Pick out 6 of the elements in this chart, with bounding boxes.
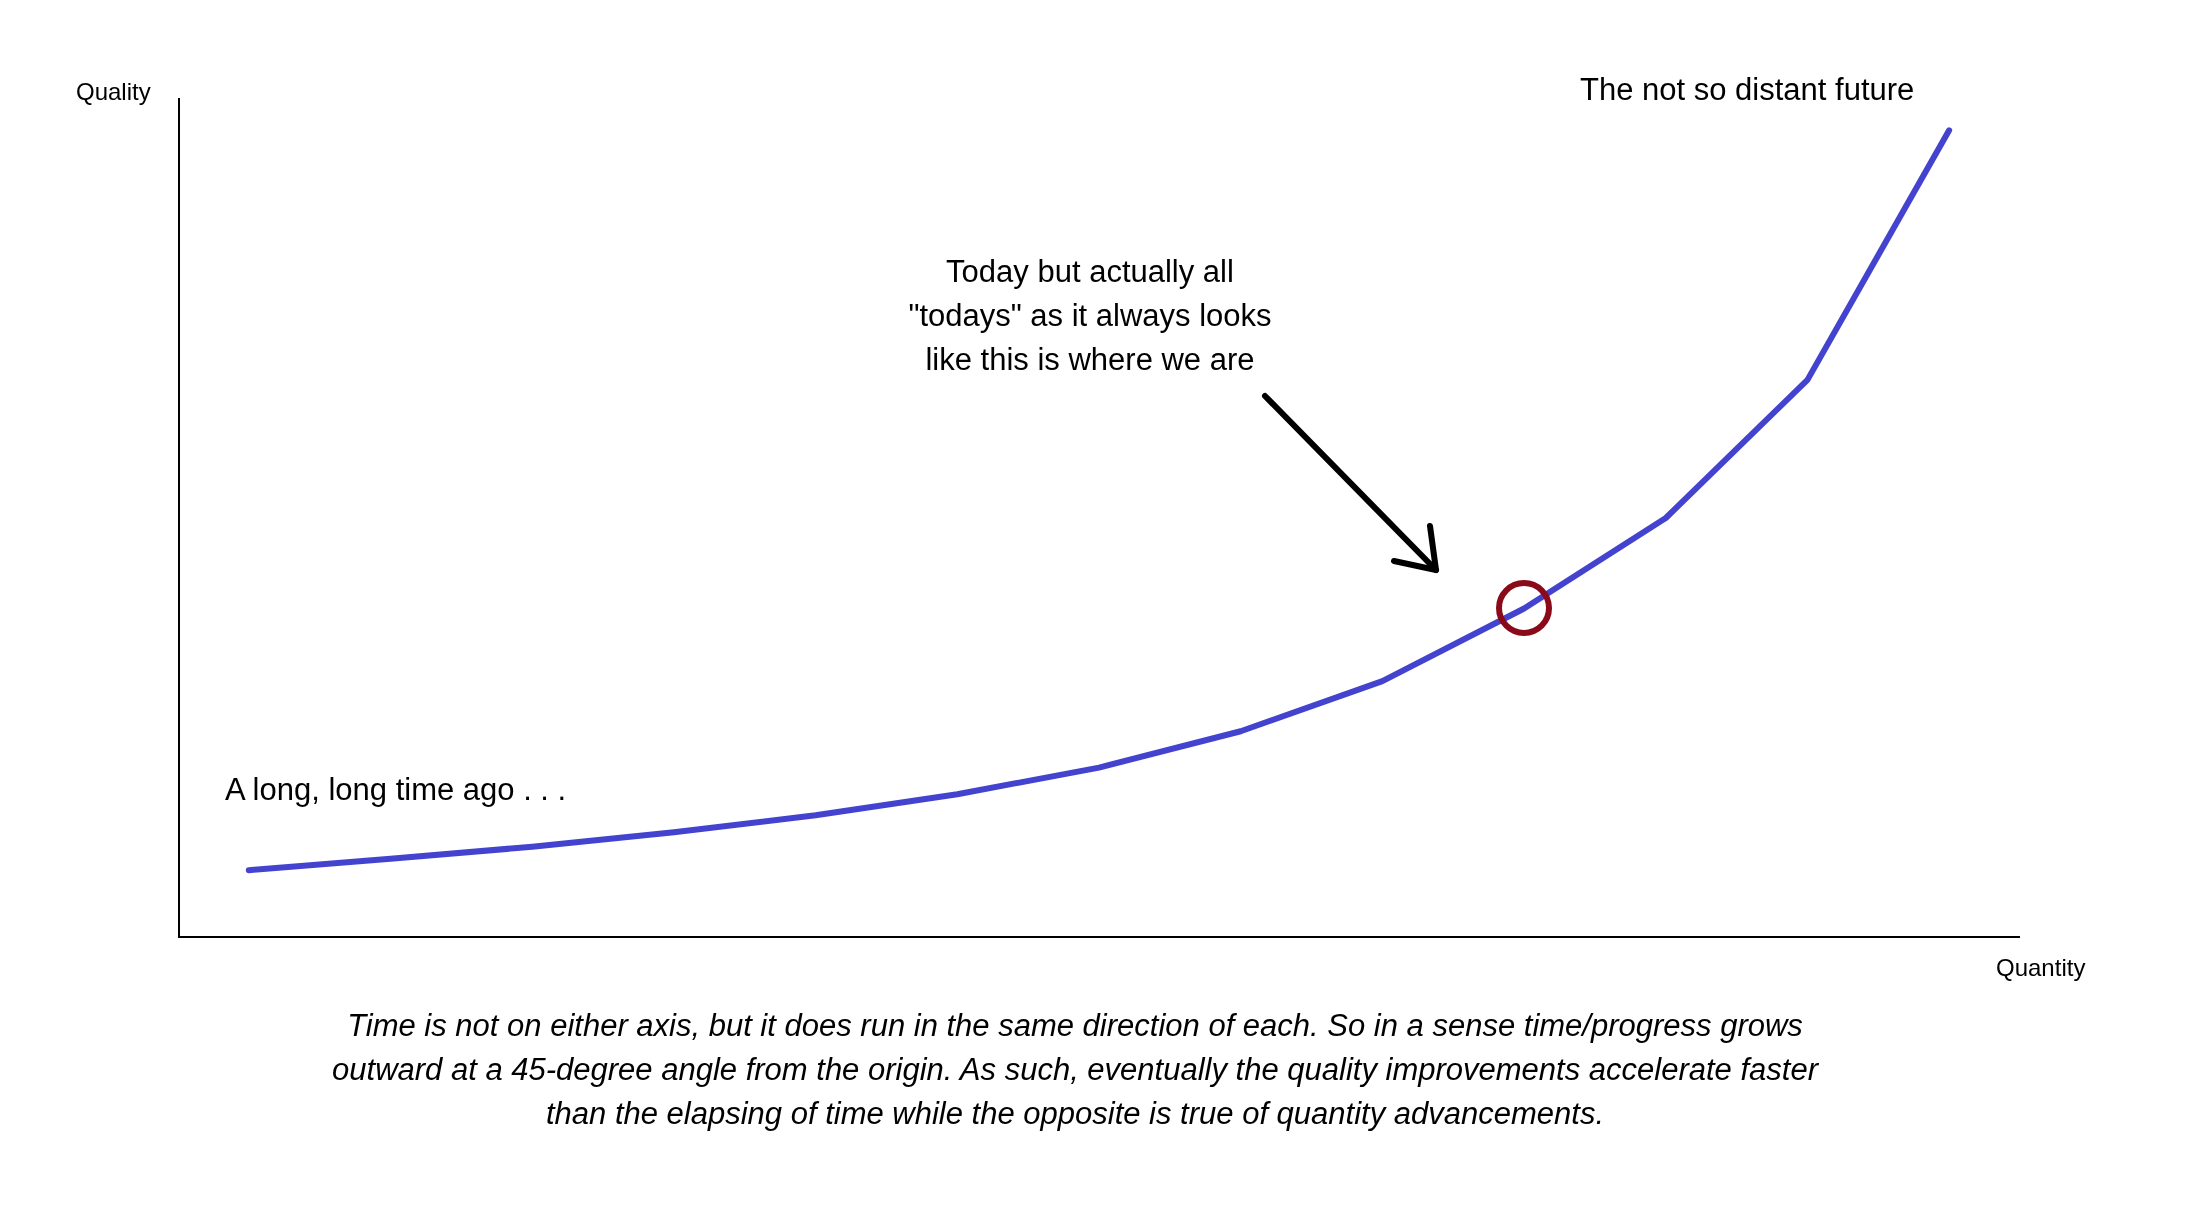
- y-axis-title: Quality: [76, 78, 151, 106]
- x-axis-title: Quantity: [1996, 954, 2086, 982]
- text: Time is not on either axis, but it does run in the same direction of each. So in a sense time/progress grows outward at a 45-degree angle from the origin. As such, eventually the quality improvements accelerate faster than the elapsing of time while the opposite is true of quantity advancements.: [331, 1007, 1820, 1133]
- text: The not so distant future: [1580, 72, 1915, 108]
- annotation: Today but actually all "todays" as it always looks like this is where we are: [907, 253, 1273, 379]
- annotation: A long, long time ago . . .: [225, 772, 567, 808]
